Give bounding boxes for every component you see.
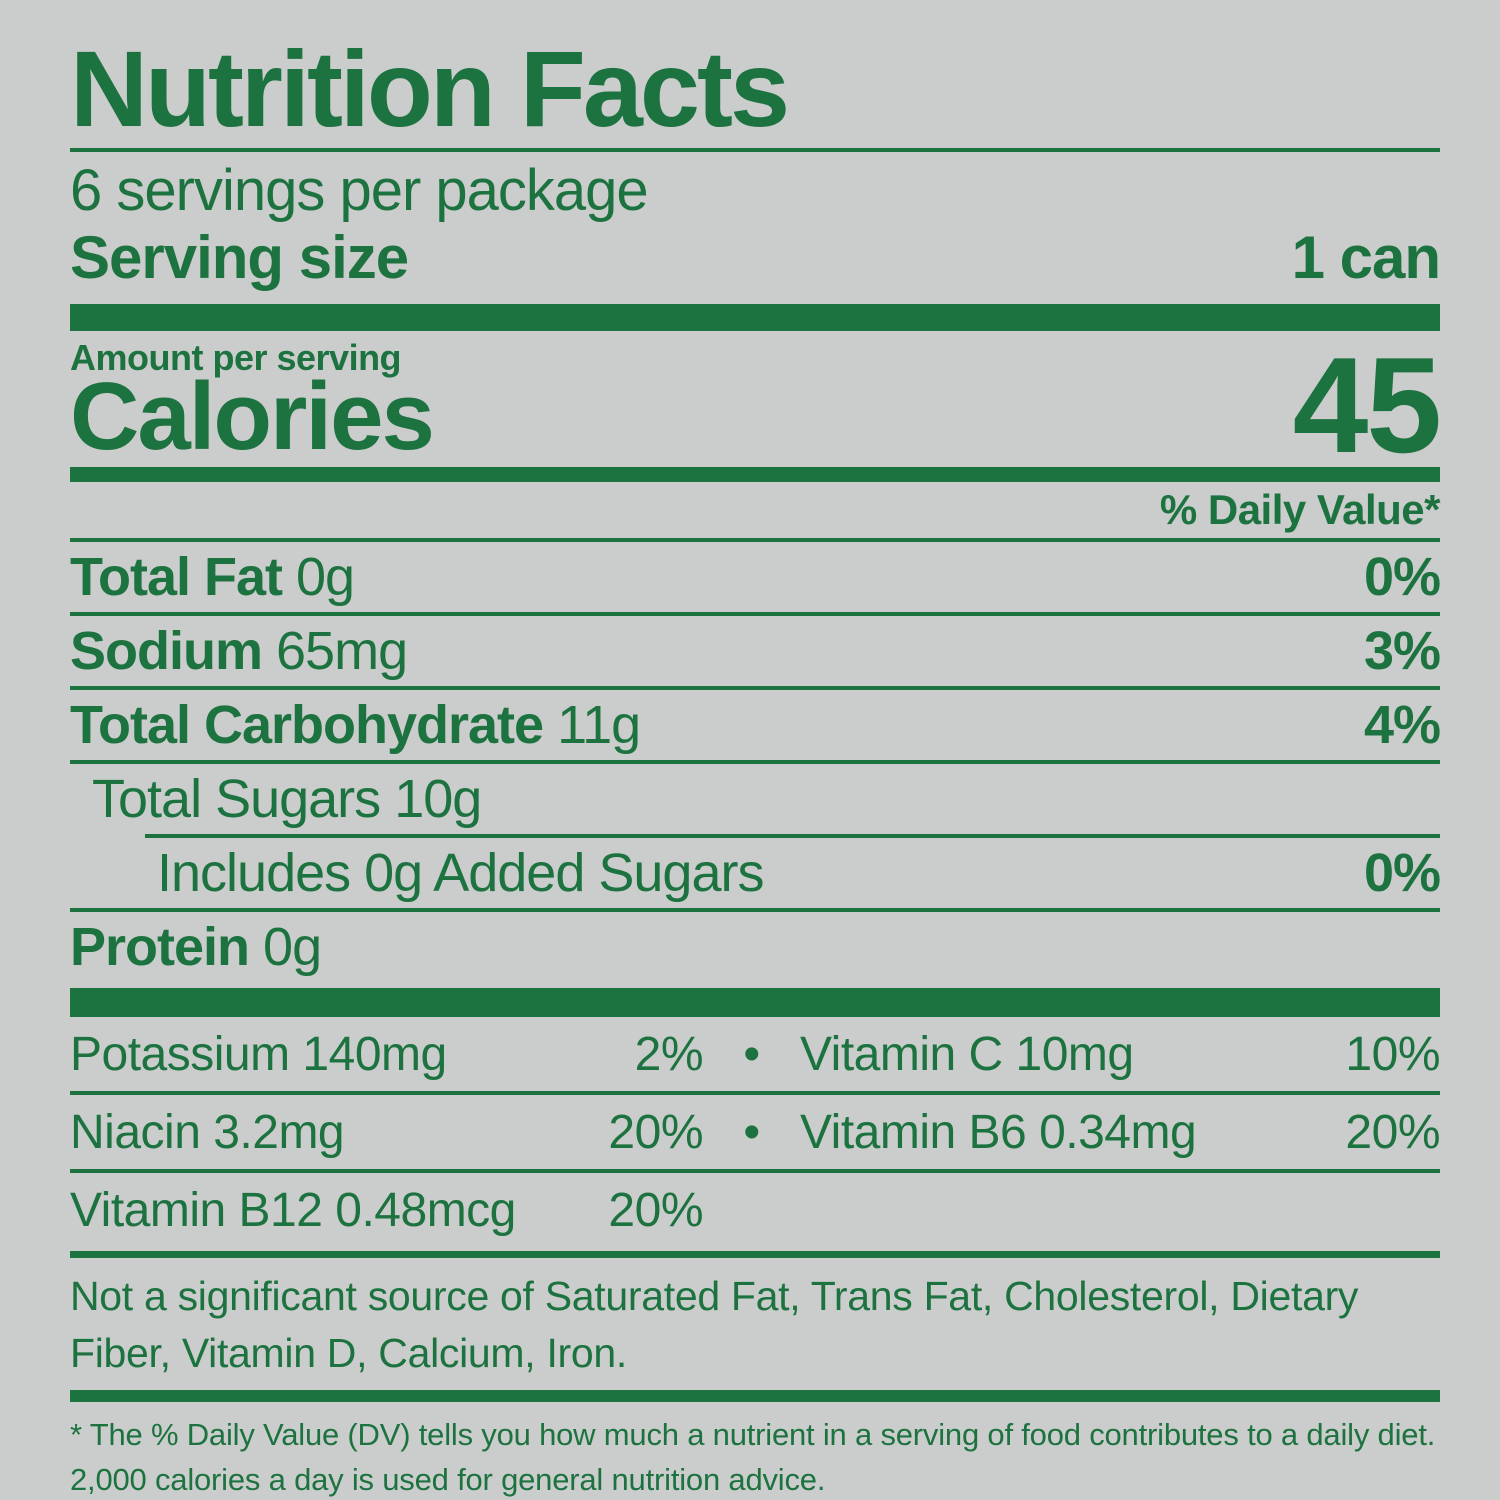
- vitamin-b12-dv: 20%: [608, 1184, 703, 1237]
- calories-label: Calories: [70, 363, 435, 470]
- bullet-icon: •: [743, 1106, 760, 1159]
- divider: [70, 686, 1440, 690]
- divider: [70, 760, 1440, 764]
- section-bar: [70, 304, 1440, 331]
- calories-section: Amount per serving Calories 45: [70, 329, 1442, 481]
- serving-size-row: Serving size 1 can: [70, 224, 1441, 291]
- row-total-sugars: Total Sugars 10g: [70, 764, 1440, 834]
- micro-pair: Niacin 3.2mg 20%: [70, 1105, 703, 1161]
- total-carbohydrate-name: Total Carbohydrate 11g: [70, 695, 641, 755]
- amount-per-serving-label: Amount per serving: [70, 337, 402, 378]
- potassium-name: Potassium 140mg: [70, 1028, 447, 1081]
- calories-left: Amount per serving Calories: [70, 331, 435, 470]
- sodium-dv: 3%: [1363, 621, 1441, 681]
- potassium-dv: 2%: [634, 1028, 704, 1081]
- niacin-name: Niacin 3.2mg: [70, 1106, 345, 1159]
- total-fat-dv: 0%: [1363, 547, 1441, 607]
- row-vitamin-b12: Vitamin B12 0.48mcg 20%: [70, 1173, 1440, 1247]
- total-carbohydrate-dv: 4%: [1363, 695, 1441, 755]
- row-protein: Protein 0g: [70, 912, 1440, 982]
- micro-pair: Potassium 140mg 2%: [70, 1027, 704, 1083]
- micro-pair: Vitamin B6 0.34mg 20%: [800, 1105, 1440, 1161]
- divider: [70, 908, 1440, 912]
- divider: [70, 1251, 1440, 1258]
- added-sugars-name: Includes 0g Added Sugars: [157, 843, 764, 903]
- daily-value-footnote: * The % Daily Value (DV) tells you how m…: [70, 1417, 1436, 1497]
- not-significant-note: Not a significant source of Saturated Fa…: [70, 1273, 1359, 1376]
- serving-size-label: Serving size: [70, 224, 409, 291]
- daily-value-header: % Daily Value*: [1159, 486, 1441, 533]
- vitamin-c-dv: 10%: [1345, 1028, 1440, 1081]
- section-bar: [70, 467, 1440, 482]
- divider-indented: [145, 834, 1440, 838]
- micro-pair: Vitamin B12 0.48mcg 20%: [70, 1183, 703, 1239]
- protein-name: Protein 0g: [70, 917, 322, 977]
- section-bar: [70, 1390, 1440, 1402]
- section-bar: [70, 988, 1440, 1017]
- divider: [70, 612, 1440, 616]
- bullet-icon: •: [743, 1028, 760, 1081]
- vitamin-b6-dv: 20%: [1345, 1106, 1440, 1159]
- row-sodium: Sodium 65mg 3%: [70, 616, 1441, 686]
- total-sugars-name: Total Sugars 10g: [92, 769, 482, 829]
- servings-per-package: 6 servings per package: [70, 158, 649, 223]
- serving-size-value: 1 can: [1291, 224, 1441, 291]
- vitamin-b6-name: Vitamin B6 0.34mg: [800, 1106, 1197, 1159]
- sodium-name: Sodium 65mg: [70, 621, 408, 681]
- row-niacin-vitamin-b6: Niacin 3.2mg 20% • Vitamin B6 0.34mg 20%: [70, 1095, 1440, 1169]
- page-title: Nutrition Facts: [70, 28, 790, 149]
- row-potassium-vitamin-c: Potassium 140mg 2% • Vitamin C 10mg 10%: [70, 1017, 1440, 1091]
- divider: [70, 1169, 1440, 1173]
- total-fat-name: Total Fat 0g: [70, 547, 355, 607]
- divider: [70, 538, 1440, 542]
- row-total-carbohydrate: Total Carbohydrate 11g 4%: [70, 690, 1441, 760]
- vitamin-c-name: Vitamin C 10mg: [800, 1028, 1134, 1081]
- row-added-sugars: Includes 0g Added Sugars 0%: [70, 838, 1441, 908]
- calories-value: 45: [1292, 329, 1442, 481]
- vitamin-b12-name: Vitamin B12 0.48mcg: [70, 1184, 516, 1237]
- micro-pair: Vitamin C 10mg 10%: [800, 1027, 1440, 1083]
- divider: [70, 148, 1440, 152]
- divider: [70, 1091, 1440, 1095]
- niacin-dv: 20%: [608, 1106, 703, 1159]
- row-total-fat: Total Fat 0g 0%: [70, 542, 1441, 612]
- added-sugars-dv: 0%: [1363, 843, 1441, 903]
